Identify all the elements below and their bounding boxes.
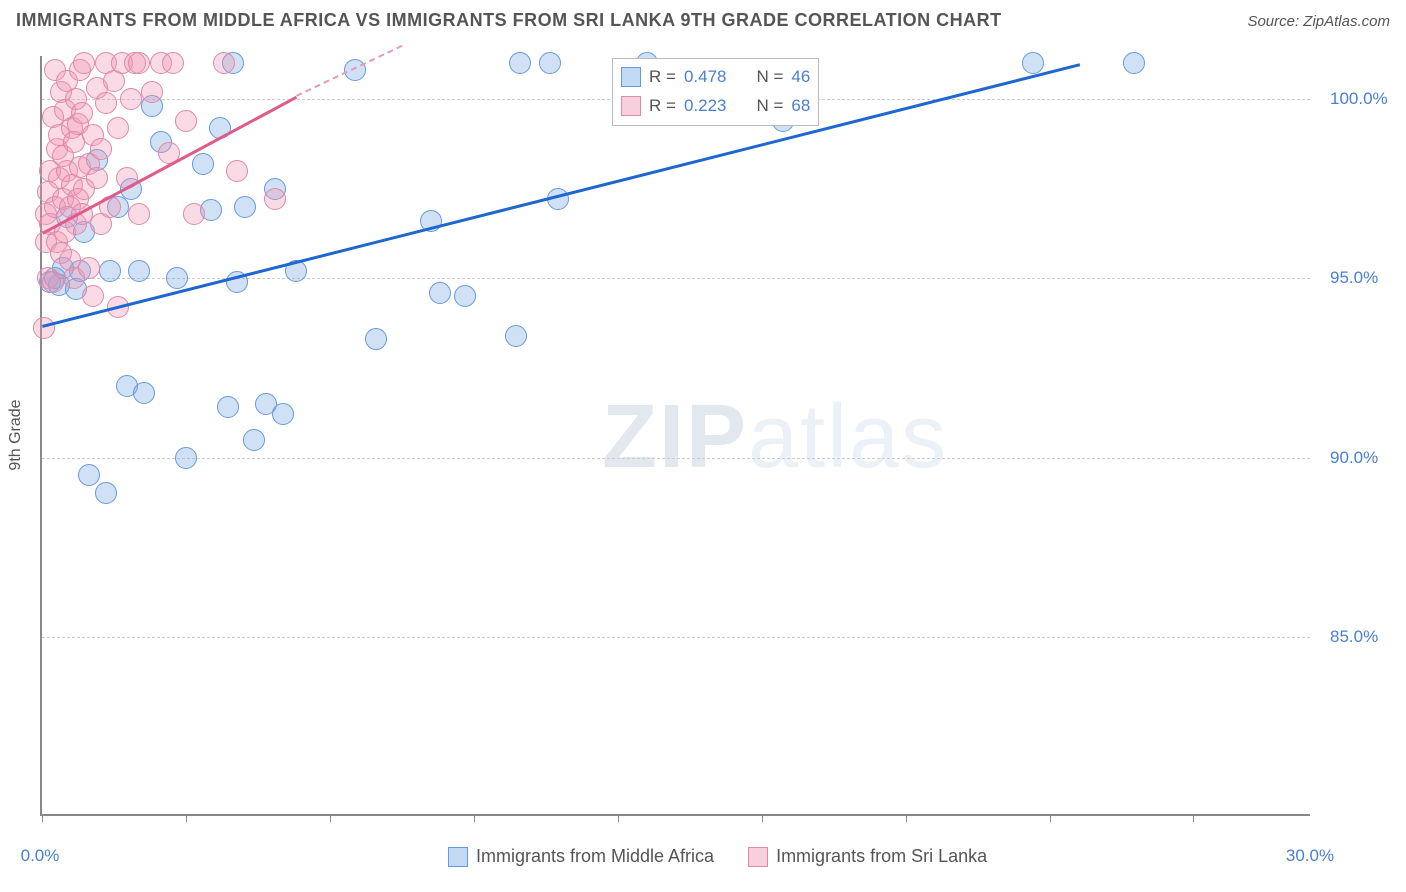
legend-row: R = 0.478 N = 46 [621, 63, 810, 92]
n-value: 68 [791, 92, 810, 121]
x-tick [762, 814, 763, 822]
data-point [166, 267, 188, 289]
legend-row: R = 0.223 N = 68 [621, 92, 810, 121]
r-label: R = [649, 63, 676, 92]
data-point [539, 52, 561, 74]
trend-line [42, 63, 1080, 328]
data-point [95, 92, 117, 114]
x-tick-label: 0.0% [21, 846, 60, 866]
gridline-h [42, 637, 1310, 638]
data-point [133, 382, 155, 404]
watermark: ZIPatlas [602, 386, 948, 489]
source-credit: Source: ZipAtlas.com [1247, 13, 1390, 30]
r-value: 0.478 [684, 63, 727, 92]
trend-line [296, 45, 403, 97]
x-tick [42, 814, 43, 822]
data-point [162, 52, 184, 74]
plot-area: 9th Grade ZIPatlas R =0.478N =46R =0.223… [40, 56, 1310, 816]
y-tick-label: 85.0% [1330, 627, 1378, 647]
data-point [175, 110, 197, 132]
legend-swatch [621, 67, 641, 87]
data-point [365, 328, 387, 350]
data-point [429, 282, 451, 304]
legend-text: Immigrants from Sri Lanka [776, 846, 987, 867]
plot-canvas: 9th Grade ZIPatlas R =0.478N =46R =0.223… [40, 56, 1310, 816]
legend-item: Immigrants from Sri Lanka [748, 846, 987, 867]
data-point [82, 285, 104, 307]
data-point [141, 81, 163, 103]
n-value: 46 [791, 63, 810, 92]
data-point [192, 153, 214, 175]
y-tick-label: 100.0% [1330, 89, 1388, 109]
n-label: N = [756, 63, 783, 92]
data-point [128, 203, 150, 225]
data-point [86, 167, 108, 189]
data-point [78, 464, 100, 486]
y-axis-label: 9th Grade [7, 399, 25, 470]
data-point [272, 403, 294, 425]
x-tick [330, 814, 331, 822]
data-point [42, 271, 64, 293]
series-legend: Immigrants from Middle Africa Immigrants … [448, 846, 987, 867]
n-label: N = [756, 92, 783, 121]
data-point [90, 138, 112, 160]
legend-item: Immigrants from Middle Africa [448, 846, 714, 867]
y-tick-label: 90.0% [1330, 448, 1378, 468]
data-point [95, 482, 117, 504]
data-point [1022, 52, 1044, 74]
data-point [107, 117, 129, 139]
data-point [509, 52, 531, 74]
x-tick [1050, 814, 1051, 822]
correlation-legend: R = 0.478 N = 46 R = 0.223 N = 68 [612, 58, 819, 126]
data-point [226, 160, 248, 182]
legend-swatch [621, 96, 641, 116]
data-point [71, 102, 93, 124]
data-point [505, 325, 527, 347]
y-tick-label: 95.0% [1330, 268, 1378, 288]
x-tick [906, 814, 907, 822]
data-point [128, 52, 150, 74]
r-label: R = [649, 92, 676, 121]
data-point [99, 260, 121, 282]
legend-text: Immigrants from Middle Africa [476, 846, 714, 867]
data-point [1123, 52, 1145, 74]
x-tick-label: 30.0% [1286, 846, 1334, 866]
data-point [243, 429, 265, 451]
data-point [264, 188, 286, 210]
data-point [73, 52, 95, 74]
data-point [78, 257, 100, 279]
data-point [175, 447, 197, 469]
chart-header: IMMIGRANTS FROM MIDDLE AFRICA VS IMMIGRA… [0, 0, 1406, 37]
x-tick [1193, 814, 1194, 822]
x-tick [474, 814, 475, 822]
x-tick [618, 814, 619, 822]
watermark-bold: ZIP [602, 387, 748, 487]
r-value: 0.223 [684, 92, 727, 121]
data-point [128, 260, 150, 282]
chart-title: IMMIGRANTS FROM MIDDLE AFRICA VS IMMIGRA… [16, 10, 1002, 31]
data-point [120, 88, 142, 110]
legend-swatch [748, 847, 768, 867]
data-point [213, 52, 235, 74]
watermark-light: atlas [748, 387, 948, 487]
data-point [183, 203, 205, 225]
data-point [454, 285, 476, 307]
data-point [217, 396, 239, 418]
data-point [33, 317, 55, 339]
data-point [234, 196, 256, 218]
x-tick [186, 814, 187, 822]
gridline-h [42, 458, 1310, 459]
legend-swatch [448, 847, 468, 867]
